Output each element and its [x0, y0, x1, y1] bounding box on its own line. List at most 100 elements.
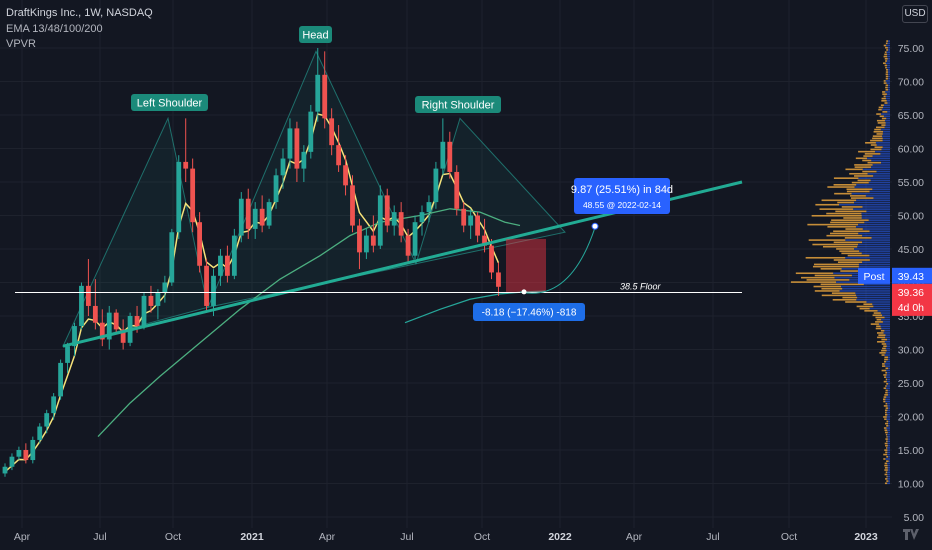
vpvr-bar-up [854, 164, 873, 166]
vpvr-bar-down [857, 296, 890, 299]
vpvr-bar-up [820, 268, 842, 270]
vpvr-bar-down [887, 77, 890, 80]
candle-body [370, 235, 376, 246]
vpvr-bar-down [886, 387, 890, 390]
vpvr-bar-down [880, 312, 890, 314]
left-shoulder-triangle [62, 116, 209, 347]
symbol-title[interactable]: DraftKings Inc., 1W, NASDAQ [6, 7, 153, 19]
vpvr-bar-up [833, 259, 870, 261]
vpvr-bar-down [856, 294, 890, 297]
vpvr-bar-down [887, 447, 890, 449]
vpvr-bar-down [887, 433, 890, 436]
vpvr-bar-up [873, 312, 881, 314]
vpvr-bar-up [884, 418, 887, 420]
post-tag-bg [858, 267, 890, 284]
vpvr-bar-down [856, 298, 890, 301]
vpvr-bar-up [884, 360, 887, 363]
vpvr-bar-down [866, 157, 890, 160]
vpvr-bar-down [872, 164, 890, 166]
vpvr-bar-down [869, 259, 890, 261]
vpvr-bar-up [883, 458, 886, 460]
vpvr-bar-down [868, 181, 890, 184]
ema-48-line [97, 208, 521, 438]
vpvr-bar-up [885, 75, 889, 78]
vpvr-bar-up [886, 447, 888, 449]
vpvr-bar-up [844, 237, 872, 239]
vpvr-bar-up [845, 301, 867, 303]
candle-body [92, 305, 98, 323]
vpvr-bar-up [870, 144, 877, 146]
vpvr-bar-down [887, 389, 890, 392]
projection-curve [519, 227, 596, 294]
candle-body [377, 195, 383, 246]
y-tick-label: 70.00 [898, 77, 924, 89]
vpvr-bar-down [885, 365, 890, 367]
vpvr-bar-up [845, 228, 863, 230]
vpvr-bar-up [851, 181, 869, 184]
x-tick-label: Apr [14, 531, 31, 543]
y-tick-label: 65.00 [898, 110, 924, 122]
vpvr-bar-up [847, 254, 870, 257]
vpvr-bar-down [885, 80, 890, 82]
ema-indicator-legend[interactable]: EMA 13/48/100/200 [6, 23, 103, 35]
vpvr-bar-down [877, 310, 890, 312]
candle-body [419, 212, 425, 223]
vpvr-bar-down [886, 66, 890, 69]
vpvr-bar-down [886, 349, 890, 352]
vpvr-bar-up [885, 84, 889, 87]
y-tick-label: 45.00 [898, 244, 924, 256]
currency-button[interactable]: USD [902, 5, 928, 23]
vpvr-bar-up [839, 250, 860, 252]
vpvr-bar-up [885, 402, 888, 405]
vpvr-bar-up [884, 376, 887, 378]
vpvr-bar-down [865, 195, 890, 197]
vpvr-bar-down [886, 51, 890, 53]
vpvr-bar-up [872, 137, 883, 140]
vpvr-bar-down [862, 234, 890, 237]
vpvr-bar-down [878, 323, 890, 325]
vpvr-bar-down [880, 153, 890, 155]
candle-body [468, 215, 474, 226]
vpvr-bar-down [874, 150, 890, 153]
measure-up-bg [574, 178, 670, 214]
y-tick-label: 25.00 [898, 378, 924, 390]
candle-body [447, 141, 453, 172]
vpvr-bar-down [856, 199, 890, 202]
vpvr-bar-up [873, 130, 884, 133]
vpvr-bar-down [854, 186, 890, 188]
candle-body [169, 232, 175, 283]
vpvr-bar-up [835, 210, 867, 213]
vpvr-bar-up [846, 188, 873, 191]
vpvr-bar-down [887, 453, 890, 456]
vpvr-bar-up [885, 411, 887, 414]
vpvr-bar-down [887, 64, 890, 67]
candle-body [9, 456, 15, 467]
candle-body [405, 235, 411, 256]
vpvr-bar-down [887, 53, 890, 56]
vpvr-bar-down [856, 184, 890, 186]
vpvr-bar-down [868, 219, 890, 221]
vpvr-bar-up [831, 292, 856, 294]
candle-body [273, 175, 279, 203]
vpvr-bar-down [884, 329, 890, 332]
vpvr-indicator-legend[interactable]: VPVR [6, 38, 36, 50]
vpvr-bar-up [883, 453, 888, 456]
vpvr-bar-up [886, 475, 888, 478]
vpvr-bar-up [806, 279, 850, 281]
vpvr-bar-up [812, 265, 859, 268]
vpvr-bar-down [888, 367, 890, 370]
vpvr-bar-up [840, 270, 867, 272]
vpvr-bar-down [887, 402, 890, 405]
vpvr-bar-up [884, 64, 888, 67]
vpvr-bar-down [886, 44, 890, 47]
tradingview-logo-icon[interactable] [902, 526, 920, 542]
vpvr-bar-down [839, 290, 890, 292]
vpvr-bar-down [881, 318, 890, 321]
vpvr-bar-down [888, 356, 890, 359]
vpvr-bar-down [872, 188, 890, 191]
vpvr-bar-up [885, 438, 888, 440]
close-price-tag: 39.36 4d 0h [892, 283, 932, 316]
vpvr-bar-up [845, 168, 863, 171]
